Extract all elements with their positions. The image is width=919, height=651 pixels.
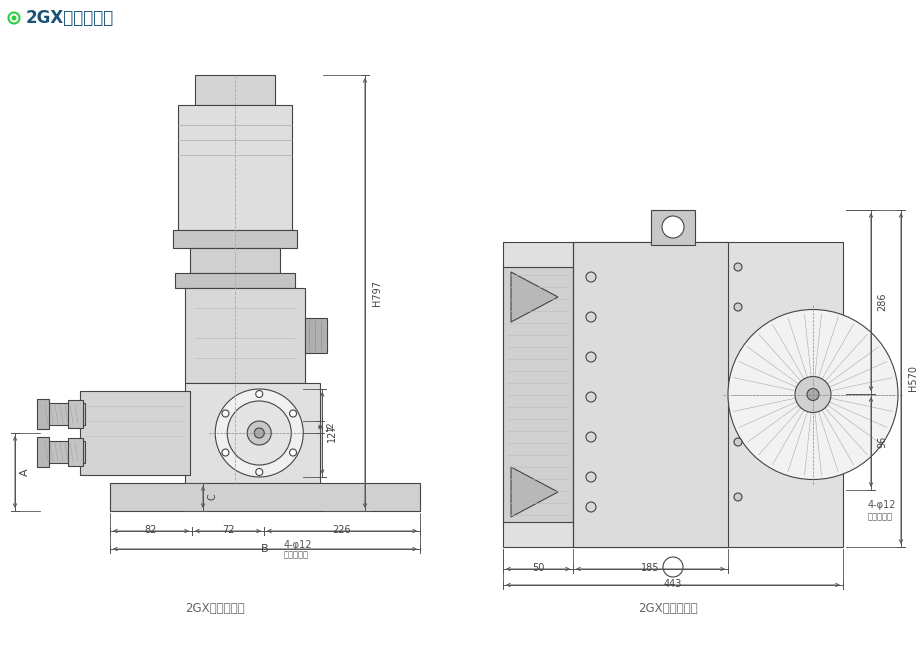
Text: 4-φ12: 4-φ12 <box>867 500 895 510</box>
Circle shape <box>585 432 596 442</box>
Text: 2GX系列俯視圖: 2GX系列俯視圖 <box>638 602 697 615</box>
Circle shape <box>255 391 263 398</box>
Bar <box>190 248 279 273</box>
Bar <box>185 383 320 483</box>
Bar <box>573 242 727 547</box>
Bar <box>185 288 305 383</box>
Text: 50: 50 <box>531 563 544 573</box>
Bar <box>195 75 275 105</box>
Circle shape <box>585 502 596 512</box>
Circle shape <box>663 557 682 577</box>
Circle shape <box>254 428 264 438</box>
Bar <box>651 210 694 245</box>
Text: 82: 82 <box>144 525 157 535</box>
Text: 2GX系列尺寸圖: 2GX系列尺寸圖 <box>26 9 114 27</box>
Circle shape <box>585 392 596 402</box>
Text: 4-φ12: 4-φ12 <box>284 540 312 550</box>
Circle shape <box>585 312 596 322</box>
Text: 127: 127 <box>327 424 337 442</box>
Circle shape <box>247 421 271 445</box>
Text: 96: 96 <box>876 436 886 448</box>
Bar <box>68 400 83 428</box>
Circle shape <box>255 469 263 475</box>
Circle shape <box>733 438 742 446</box>
Text: 12: 12 <box>325 422 335 432</box>
Bar <box>37 399 49 429</box>
Bar <box>173 230 297 248</box>
Circle shape <box>806 389 818 400</box>
Circle shape <box>794 376 830 413</box>
Text: H570: H570 <box>907 365 917 391</box>
Text: 地腳螺栓孔: 地腳螺栓孔 <box>867 512 892 521</box>
Circle shape <box>585 352 596 362</box>
Bar <box>305 318 326 353</box>
Circle shape <box>727 309 897 480</box>
Bar <box>175 273 295 288</box>
Circle shape <box>733 263 742 271</box>
Text: 地腳螺栓孔: 地腳螺栓孔 <box>284 551 309 559</box>
Bar <box>37 437 49 467</box>
Circle shape <box>289 449 296 456</box>
Text: H797: H797 <box>371 280 381 306</box>
Circle shape <box>221 410 229 417</box>
Text: 72: 72 <box>221 525 234 535</box>
Text: 286: 286 <box>876 293 886 311</box>
Bar <box>503 267 573 522</box>
Circle shape <box>289 410 296 417</box>
Circle shape <box>8 12 19 23</box>
Text: 2GX系列側視圖: 2GX系列側視圖 <box>185 602 244 615</box>
Bar <box>503 242 842 547</box>
Bar <box>110 483 420 511</box>
Bar <box>80 391 190 475</box>
Text: 185: 185 <box>641 563 659 573</box>
Text: 226: 226 <box>333 525 351 535</box>
Text: C: C <box>208 493 218 501</box>
Text: 443: 443 <box>664 579 682 589</box>
Circle shape <box>585 472 596 482</box>
Bar <box>68 438 83 466</box>
Circle shape <box>733 303 742 311</box>
Text: B: B <box>261 544 268 554</box>
Circle shape <box>227 401 291 465</box>
Polygon shape <box>510 272 558 322</box>
Circle shape <box>733 493 742 501</box>
Circle shape <box>662 216 683 238</box>
Circle shape <box>221 449 229 456</box>
Text: A: A <box>20 468 30 476</box>
Circle shape <box>11 16 17 20</box>
Circle shape <box>215 389 303 477</box>
Bar <box>45 441 85 463</box>
Polygon shape <box>510 467 558 517</box>
Bar <box>45 403 85 425</box>
Circle shape <box>585 272 596 282</box>
Bar <box>177 105 291 230</box>
